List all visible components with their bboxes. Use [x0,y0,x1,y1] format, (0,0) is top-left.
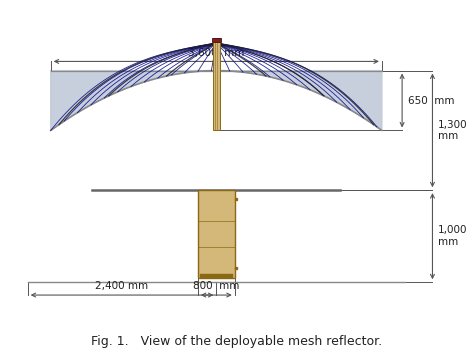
Text: 2,400 mm: 2,400 mm [95,281,148,291]
Text: 3,600  mm: 3,600 mm [188,48,245,58]
Bar [213,38,220,130]
Bar [198,190,235,278]
Text: 1,000
mm: 1,000 mm [438,225,467,247]
Text: 650  mm: 650 mm [408,95,454,106]
Text: 800  mm: 800 mm [193,281,239,291]
Bar [212,38,221,42]
Text: 1,300
mm: 1,300 mm [438,120,468,141]
Bar [200,274,233,278]
Polygon shape [51,71,382,130]
Text: Fig. 1.   View of the deployable mesh reflector.: Fig. 1. View of the deployable mesh refl… [91,335,383,348]
